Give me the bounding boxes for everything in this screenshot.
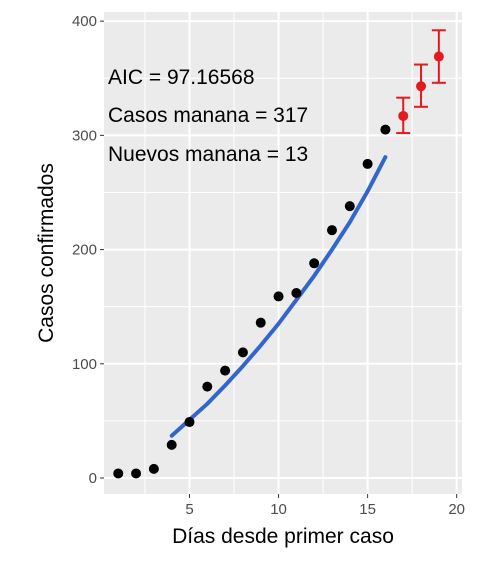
points-layer [113,124,391,479]
data-point [344,201,355,212]
data-point [113,468,124,479]
grid-major [104,12,462,494]
y-axis-title: Casos confirmados [35,163,58,343]
forecast-layer [396,29,446,135]
data-point [202,381,213,392]
forecast-point [398,110,409,121]
data-point [184,417,195,428]
x-tick-label: 15 [359,501,376,518]
x-tick-label: 20 [448,501,465,518]
forecast-point [433,51,444,62]
x-tick-label: 10 [270,501,287,518]
annotation-casos-manana: Casos manana = 317 [108,104,308,127]
data-point [166,439,177,450]
y-tick-label: 100 [72,356,97,373]
annotation-aic: AIC = 97.16568 [108,66,255,89]
data-point [220,365,231,376]
data-point [326,225,337,236]
data-point [362,158,373,169]
grid-minor [104,12,462,494]
data-point [255,317,266,328]
data-point [237,347,248,358]
y-tick-label: 400 [72,13,97,30]
data-point [148,463,159,474]
annotation-nuevos-manana: Nuevos manana = 13 [108,143,308,166]
x-tick-label: 5 [185,501,193,518]
fit-layer [169,155,388,438]
x-axis-title: Días desde primer caso [172,525,394,548]
forecast-point [416,81,427,92]
plot-panel [104,12,462,494]
y-tick-label: 200 [72,242,97,259]
data-point [291,287,302,298]
data-point [309,258,320,269]
y-tick-label: 300 [72,127,97,144]
y-tick-label: 0 [89,470,97,487]
fit-line [169,155,388,438]
data-point [131,468,142,479]
data-point [380,124,391,135]
data-point [273,291,284,302]
